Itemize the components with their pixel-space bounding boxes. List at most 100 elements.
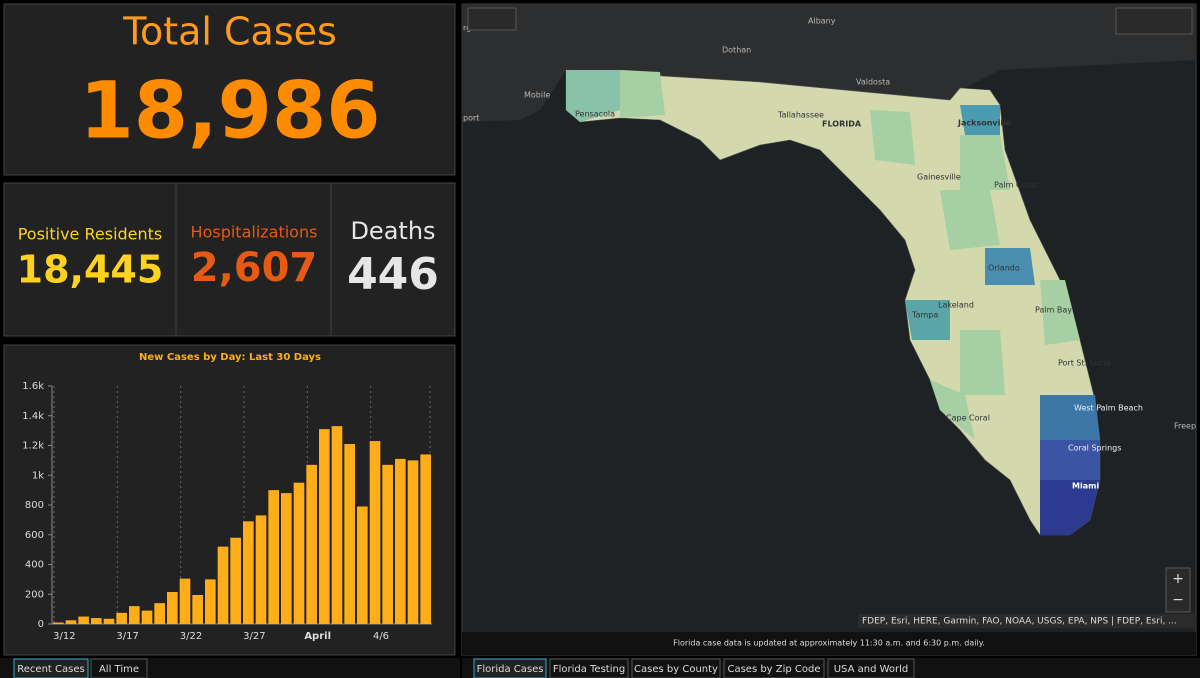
tab[interactable] <box>827 658 915 678</box>
zoom-out[interactable]: − <box>1172 592 1184 608</box>
map-label: Jacksonville <box>957 119 1012 128</box>
county-fill <box>985 248 1035 285</box>
map-label: Palm Coast <box>994 181 1039 190</box>
map-label: Mobile <box>524 91 550 100</box>
bar <box>344 444 355 624</box>
y-tick-label: 1.4k <box>22 411 44 422</box>
stats-panel <box>3 182 456 337</box>
map-label: Dothan <box>722 46 751 55</box>
tab-label[interactable]: Cases by Zip Code <box>727 664 820 675</box>
bar <box>65 620 77 624</box>
map-label: Port St. Lucie <box>1058 359 1111 368</box>
map-label: Tallahassee <box>777 111 824 120</box>
tab-label[interactable]: USA and World <box>834 664 909 675</box>
county-fill <box>960 105 1000 135</box>
bar <box>420 454 431 624</box>
zoom-control[interactable] <box>1165 567 1191 613</box>
bar <box>255 515 267 624</box>
tab[interactable] <box>549 658 629 678</box>
county-fill <box>1040 440 1100 480</box>
total-panel <box>3 3 456 176</box>
stat-label: Positive Residents <box>18 225 163 244</box>
y-tick-label: 800 <box>25 500 44 511</box>
stat-label: Deaths <box>350 217 435 245</box>
map-label: Tampa <box>911 311 938 320</box>
bar <box>78 616 89 624</box>
attribution: FDEP, Esri, HERE, Garmin, FAO, NOAA, USG… <box>862 617 1177 627</box>
y-tick-label: 0 <box>38 619 44 630</box>
y-tick-label: 1.6k <box>22 381 44 392</box>
bar <box>192 594 203 624</box>
map-label: Miami <box>1072 482 1099 491</box>
tab-label[interactable]: Florida Cases <box>477 664 544 675</box>
bar <box>281 493 292 624</box>
map-tabs: Florida Cases Florida Testing Cases by Cou… <box>473 658 915 678</box>
map-label: Freep <box>1174 422 1196 431</box>
map-label: Orlando <box>988 264 1020 273</box>
x-tick-label: April <box>304 631 331 642</box>
bar <box>141 610 153 624</box>
tab-label[interactable]: Florida Testing <box>553 664 625 675</box>
stat-label: Hospitalizations <box>191 223 318 242</box>
attribution-bg <box>858 614 1196 628</box>
bar <box>154 603 165 624</box>
tab-label[interactable]: Cases by County <box>634 664 718 675</box>
y-tick-label: 400 <box>25 560 44 571</box>
update-note: Florida case data is updated at approxim… <box>673 639 985 648</box>
county-fill <box>1040 395 1100 440</box>
bar <box>103 618 115 624</box>
map-tool[interactable] <box>467 7 517 31</box>
x-tick-label: 3/27 <box>243 631 265 642</box>
tab[interactable] <box>473 658 547 678</box>
county-fill <box>620 70 1080 440</box>
bar <box>53 622 64 624</box>
y-tick-label: 1.2k <box>22 441 44 452</box>
bar <box>179 578 191 624</box>
tab-label[interactable]: All Time <box>99 664 139 675</box>
chart: 0 200 400 600 800 1k 1.2k 1.4k 1.6k 3/12 3/17 3/22 3… <box>22 381 432 642</box>
tab[interactable] <box>723 658 825 678</box>
note-bar <box>462 632 1196 655</box>
bar <box>319 429 330 624</box>
y-tick-label: 600 <box>25 530 44 541</box>
map-label: Coral Springs <box>1068 444 1121 453</box>
tab[interactable] <box>631 658 721 678</box>
x-tick-label: 4/6 <box>373 631 389 642</box>
bar <box>331 426 343 624</box>
stat-value: 446 <box>347 249 439 300</box>
map-toolbar[interactable] <box>1115 7 1193 35</box>
bar <box>116 612 127 624</box>
tab-label[interactable]: Recent Cases <box>17 664 84 675</box>
bar <box>357 506 368 624</box>
y-tick-label: 200 <box>25 589 44 600</box>
bar <box>382 464 393 624</box>
map-label: Palm Bay <box>1035 306 1072 315</box>
x-tick-label: 3/12 <box>53 631 75 642</box>
map-label: Lakeland <box>938 301 974 310</box>
x-tick-label: 3/22 <box>180 631 202 642</box>
bar <box>217 546 229 624</box>
county-fill <box>1040 480 1100 535</box>
bar <box>369 441 381 624</box>
chart-title: New Cases by Day: Last 30 Days <box>139 352 321 363</box>
bar <box>268 490 279 624</box>
bar <box>91 618 102 624</box>
bar <box>129 606 140 624</box>
county-fill <box>905 300 950 340</box>
tab[interactable] <box>90 658 148 678</box>
map-label: FLORIDA <box>822 120 862 129</box>
tab[interactable] <box>13 658 89 678</box>
county-fill <box>566 70 620 122</box>
y-tick-label: 1k <box>32 470 44 481</box>
stat-value: 18,445 <box>17 248 164 292</box>
bar <box>243 521 254 624</box>
bar <box>395 458 406 624</box>
zoom-in[interactable]: + <box>1172 571 1184 587</box>
land <box>462 4 1196 122</box>
bar <box>167 592 178 624</box>
map-label: Gainesville <box>917 173 961 182</box>
x-tick-label: 3/17 <box>116 631 138 642</box>
stat-value: 2,607 <box>191 245 318 291</box>
